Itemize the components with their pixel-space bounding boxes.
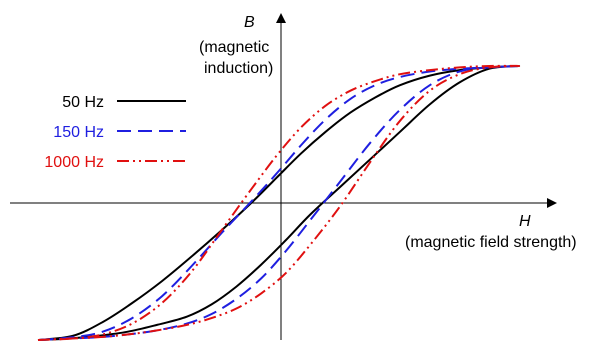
legend-label-50-hz: 50 Hz xyxy=(62,94,104,111)
series-line-150-hz xyxy=(37,65,520,341)
legend-label-1000-hz: 1000 Hz xyxy=(44,154,104,171)
x-axis-symbol: H xyxy=(519,213,531,230)
y-axis-label-line1: (magnetic xyxy=(199,39,269,56)
series-line-1000-hz xyxy=(37,64,521,341)
legend-label-150-hz: 150 Hz xyxy=(53,124,104,141)
x-axis-label: (magnetic field strength) xyxy=(405,234,577,251)
series-layer xyxy=(37,64,521,341)
legend: 50 Hz 150 Hz 1000 Hz xyxy=(44,94,186,171)
y-axis-symbol: B xyxy=(244,14,255,31)
y-axis-label-line2: induction) xyxy=(204,60,273,77)
